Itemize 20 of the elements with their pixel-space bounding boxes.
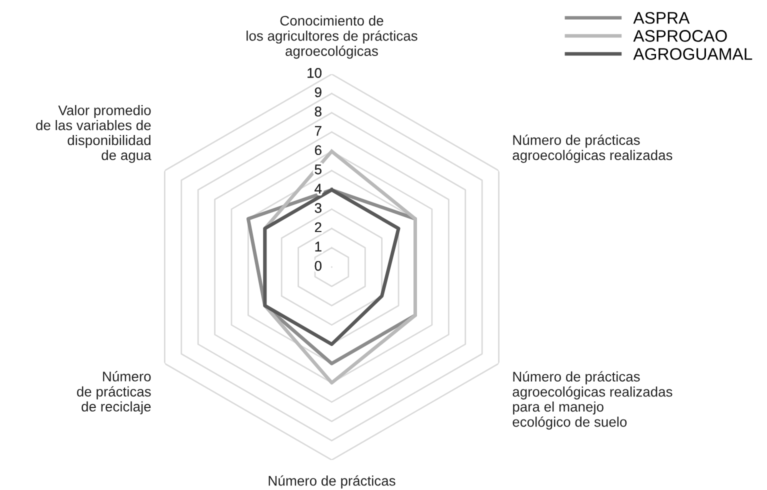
spoke-label: Valor promedio de las variables de disponibilidad de agua xyxy=(36,105,152,163)
y-tick-label: 7 xyxy=(314,126,322,136)
y-tick-label: 10 xyxy=(308,68,322,78)
y-tick-label: 8 xyxy=(314,106,322,116)
legend-label: ASPROCAO xyxy=(633,30,727,42)
y-tick-label: 0 xyxy=(314,260,322,271)
y-tick-label: 3 xyxy=(314,203,322,213)
spoke-label: Número de prácticas agroecológicas realizadas xyxy=(512,134,672,163)
y-tick-label: 4 xyxy=(314,184,322,194)
spoke-label: Número de prácticas de reciclaje xyxy=(77,371,151,414)
spoke-label: Número de prácticas agroecológicas realizadas para el manejo ecológico de suelo xyxy=(512,371,672,430)
legend-label: AGROGUAMAL xyxy=(633,48,752,60)
spoke-label: Conocimiento de los agricultores de prácticas agroecológicas xyxy=(246,15,418,59)
y-tick-label: 6 xyxy=(314,145,322,156)
y-tick-label: 5 xyxy=(314,164,322,174)
spoke-label: Número de prácticas xyxy=(268,475,396,488)
y-tick-label: 2 xyxy=(314,222,322,232)
legend-label: ASPRA xyxy=(633,12,690,24)
y-tick-label: 9 xyxy=(314,87,322,98)
y-tick-label: 1 xyxy=(315,242,322,252)
